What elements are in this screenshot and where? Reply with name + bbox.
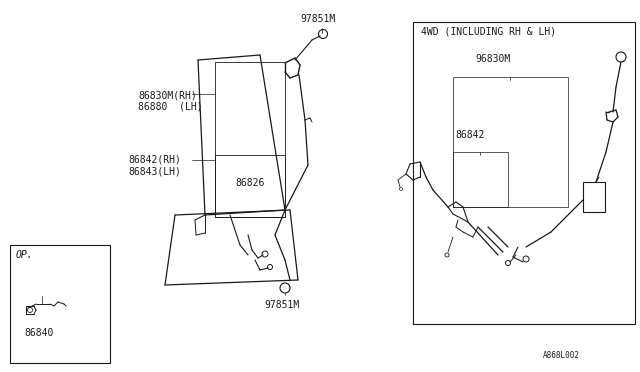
Text: 97851M: 97851M [264,300,300,310]
Text: 4WD (INCLUDING RH & LH): 4WD (INCLUDING RH & LH) [421,27,556,37]
Text: 86842(RH)
86843(LH): 86842(RH) 86843(LH) [128,155,181,177]
Bar [215,62,285,217]
Bar [453,152,508,207]
Text: 86830M(RH)
86880  (LH): 86830M(RH) 86880 (LH) [138,90,203,112]
Text: 86842: 86842 [455,130,484,140]
Bar [583,182,605,212]
Bar [215,155,285,217]
Bar [453,77,568,207]
Bar [10,245,110,363]
Text: 86826: 86826 [235,178,264,188]
Text: 86840: 86840 [24,328,53,338]
Text: A868L002: A868L002 [543,351,580,360]
Bar [413,22,635,324]
Text: 97851M: 97851M [300,14,335,24]
Text: OP.: OP. [16,250,34,260]
Text: 96830M: 96830M [476,54,511,64]
